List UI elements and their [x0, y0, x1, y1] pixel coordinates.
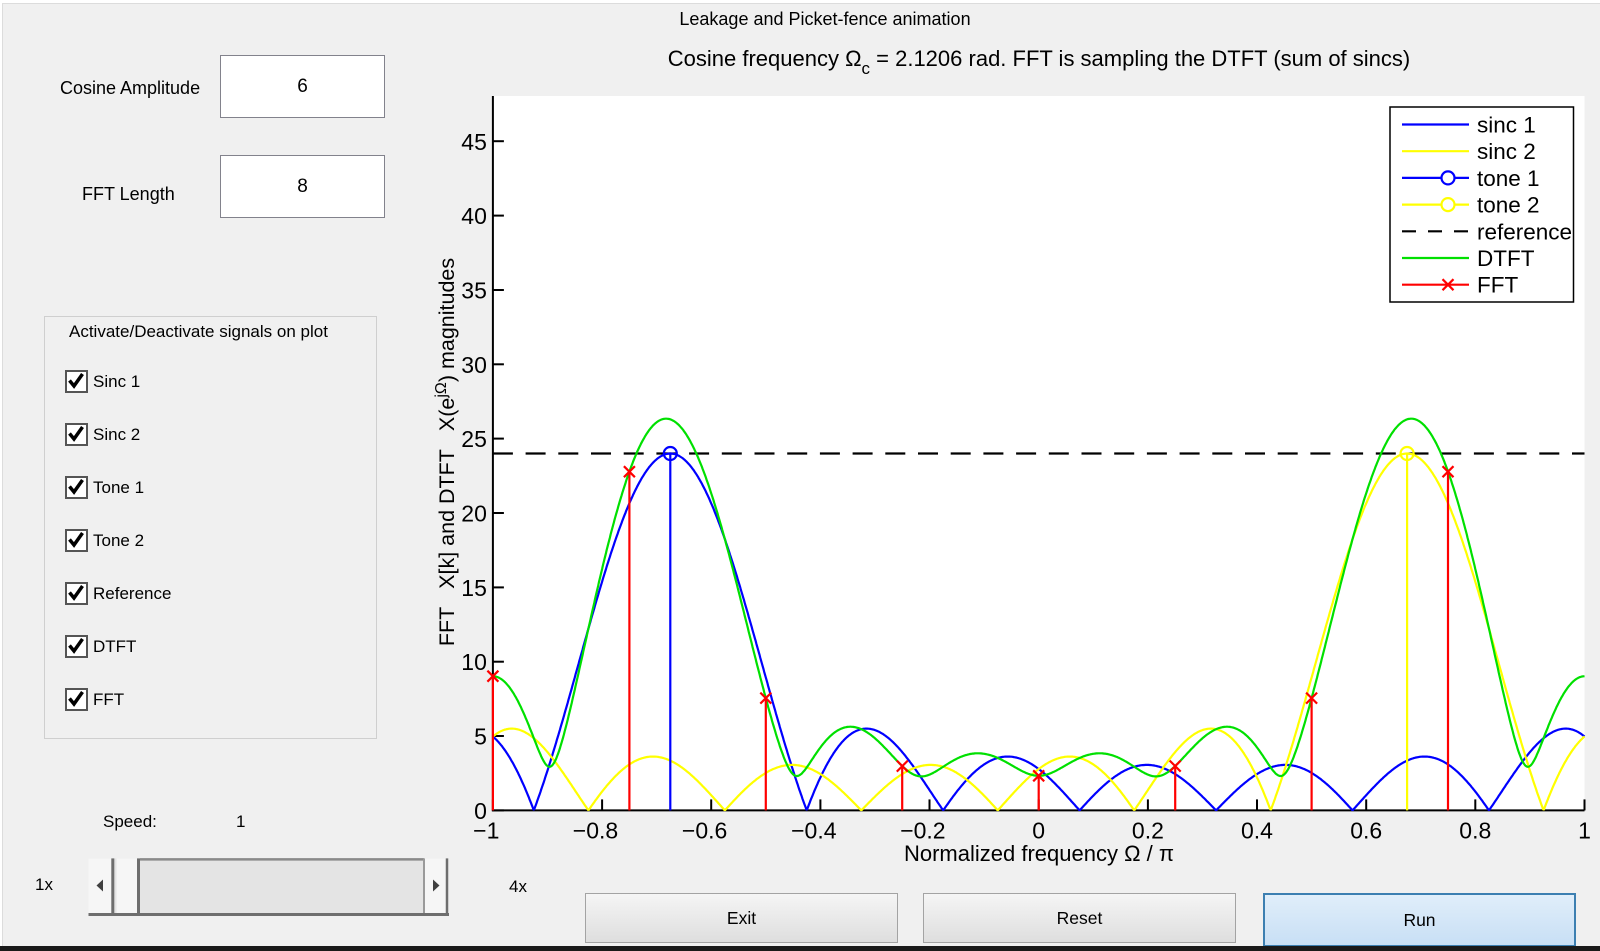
svg-text:FFT X[k] and DTFT X(ejΩ) m: FFT X[k] and DTFT X(ejΩ) magnitudes — [433, 258, 459, 646]
svg-text:−0.2: −0.2 — [900, 817, 945, 843]
svg-text:30: 30 — [461, 352, 487, 378]
svg-text:reference: reference — [1477, 219, 1572, 244]
svg-text:0.4: 0.4 — [1241, 817, 1273, 843]
svg-text:5: 5 — [474, 724, 487, 750]
svg-text:45: 45 — [461, 129, 487, 155]
svg-text:tone 1: tone 1 — [1477, 166, 1540, 191]
svg-text:−1: −1 — [473, 817, 499, 843]
svg-text:0.6: 0.6 — [1350, 817, 1382, 843]
svg-text:Cosine frequency Ωc = 2.1206 r: Cosine frequency Ωc = 2.1206 rad. FFT is… — [668, 46, 1410, 78]
svg-text:25: 25 — [461, 426, 487, 452]
svg-text:sinc 2: sinc 2 — [1477, 139, 1536, 164]
svg-text:−0.6: −0.6 — [682, 817, 727, 843]
svg-text:20: 20 — [461, 501, 487, 527]
svg-text:DTFT: DTFT — [1477, 246, 1535, 271]
svg-text:10: 10 — [461, 649, 487, 675]
svg-text:0: 0 — [474, 798, 487, 824]
svg-text:FFT: FFT — [1477, 273, 1518, 298]
svg-text:Normalized frequency Ω / π: Normalized frequency Ω / π — [904, 841, 1174, 866]
svg-text:−0.8: −0.8 — [573, 817, 618, 843]
svg-text:−0.4: −0.4 — [791, 817, 837, 843]
svg-text:sinc 1: sinc 1 — [1477, 113, 1536, 138]
svg-text:0.8: 0.8 — [1459, 817, 1491, 843]
svg-text:0.2: 0.2 — [1132, 817, 1164, 843]
svg-text:0: 0 — [1032, 817, 1045, 843]
svg-text:1: 1 — [1578, 817, 1591, 843]
svg-text:40: 40 — [461, 203, 487, 229]
svg-text:tone 2: tone 2 — [1477, 193, 1540, 218]
svg-text:35: 35 — [461, 278, 487, 304]
svg-text:15: 15 — [461, 575, 487, 601]
